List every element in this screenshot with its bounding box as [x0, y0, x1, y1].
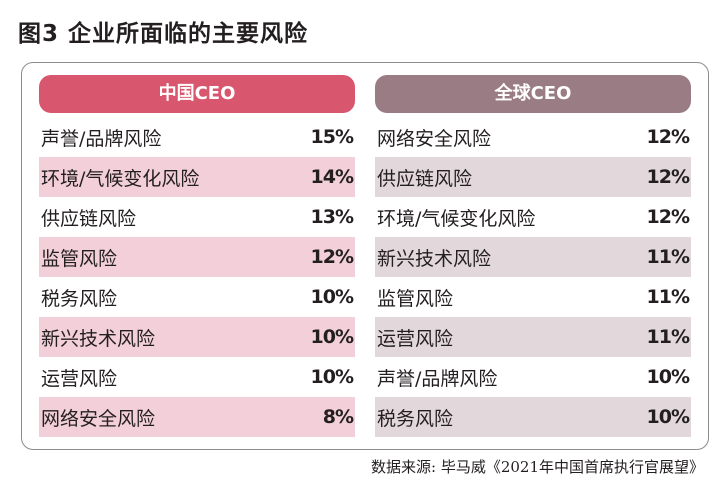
table-row: 监管风险 11%: [375, 277, 691, 317]
risk-label: 网络安全风险: [41, 407, 156, 430]
table-row: 税务风险 10%: [375, 397, 691, 437]
risk-percentage: 12%: [310, 246, 354, 268]
table-row: 声誉/品牌风险 10%: [375, 357, 691, 397]
risk-percentage: 11%: [646, 246, 690, 268]
risk-label: 运营风险: [41, 367, 118, 390]
risk-percentage: 11%: [646, 326, 690, 348]
risk-percentage: 10%: [646, 366, 690, 388]
table-row: 网络安全风险 12%: [375, 117, 691, 157]
risk-percentage: 12%: [646, 206, 690, 228]
risk-label: 监管风险: [41, 247, 118, 270]
risk-percentage: 11%: [646, 286, 690, 308]
risk-label: 税务风险: [41, 287, 118, 310]
risk-percentage: 15%: [310, 126, 354, 148]
data-source-note: 数据来源: 毕马威《2021年中国首席执行官展望》: [371, 458, 704, 476]
table-row: 环境/气候变化风险 12%: [375, 197, 691, 237]
risk-percentage: 13%: [310, 206, 354, 228]
risk-label: 环境/气候变化风险: [377, 207, 536, 230]
china-ceo-rows: 声誉/品牌风险 15% 环境/气候变化风险 14% 供应链风险 13% 监管风险 12% 税务风…: [39, 117, 355, 437]
table-row: 监管风险 12%: [39, 237, 355, 277]
risk-label: 声誉/品牌风险: [377, 367, 498, 390]
risk-table-panel: 中国CEO 声誉/品牌风险 15% 环境/气候变化风险 14% 供应链风险 13% 监管风险…: [21, 62, 709, 450]
global-ceo-header: 全球CEO: [375, 75, 691, 113]
risk-label: 新兴技术风险: [377, 247, 492, 270]
table-row: 新兴技术风险 11%: [375, 237, 691, 277]
table-row: 新兴技术风险 10%: [39, 317, 355, 357]
risk-label: 运营风险: [377, 327, 454, 350]
risk-label: 环境/气候变化风险: [41, 167, 200, 190]
risk-label: 监管风险: [377, 287, 454, 310]
risk-percentage: 10%: [310, 286, 354, 308]
figure-title: 图3 企业所面临的主要风险: [18, 21, 309, 47]
risk-label: 网络安全风险: [377, 127, 492, 150]
risk-percentage: 10%: [646, 406, 690, 428]
table-row: 声誉/品牌风险 15%: [39, 117, 355, 157]
table-row: 网络安全风险 8%: [39, 397, 355, 437]
risk-percentage: 12%: [646, 126, 690, 148]
risk-label: 税务风险: [377, 407, 454, 430]
risk-percentage: 14%: [310, 166, 354, 188]
table-row: 税务风险 10%: [39, 277, 355, 317]
table-row: 运营风险 11%: [375, 317, 691, 357]
table-row: 供应链风险 12%: [375, 157, 691, 197]
risk-percentage: 12%: [646, 166, 690, 188]
table-row: 环境/气候变化风险 14%: [39, 157, 355, 197]
china-ceo-column: 中国CEO 声誉/品牌风险 15% 环境/气候变化风险 14% 供应链风险 13% 监管风险…: [39, 75, 355, 437]
global-ceo-rows: 网络安全风险 12% 供应链风险 12% 环境/气候变化风险 12% 新兴技术风险 11% 监管…: [375, 117, 691, 437]
risk-percentage: 8%: [322, 406, 354, 428]
risk-label: 声誉/品牌风险: [41, 127, 162, 150]
risk-label: 新兴技术风险: [41, 327, 156, 350]
risk-label: 供应链风险: [41, 207, 137, 230]
table-row: 运营风险 10%: [39, 357, 355, 397]
risk-percentage: 10%: [310, 326, 354, 348]
table-row: 供应链风险 13%: [39, 197, 355, 237]
global-ceo-column: 全球CEO 网络安全风险 12% 供应链风险 12% 环境/气候变化风险 12% 新兴技术风…: [375, 75, 691, 437]
china-ceo-header: 中国CEO: [39, 75, 355, 113]
risk-label: 供应链风险: [377, 167, 473, 190]
risk-percentage: 10%: [310, 366, 354, 388]
